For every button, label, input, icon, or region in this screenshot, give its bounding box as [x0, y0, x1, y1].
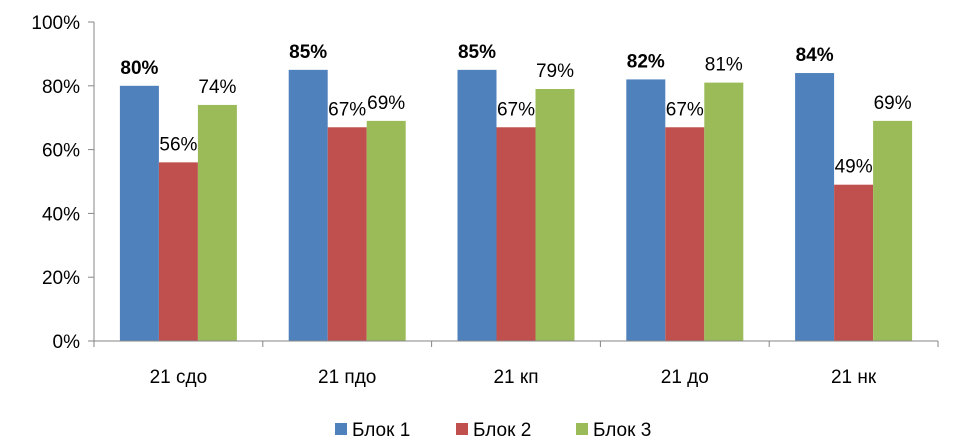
data-label: 85%: [458, 42, 496, 63]
legend-label: Блок 2: [473, 420, 531, 441]
legend: Блок 1 Блок 2 Блок 3: [335, 420, 651, 441]
data-label: 80%: [120, 58, 158, 79]
bar-series1-3: [457, 69, 497, 341]
legend-swatch: [576, 423, 588, 435]
legend-swatch: [456, 423, 468, 435]
bar-series2-5: [834, 184, 874, 341]
data-label: 74%: [198, 77, 236, 98]
data-label: 69%: [367, 93, 405, 114]
bar-series1-4: [626, 79, 666, 342]
bar-series3-4: [704, 82, 744, 342]
data-label: 49%: [835, 157, 873, 178]
bar-series2-3: [496, 127, 536, 342]
y-tick-label: 60%: [42, 141, 80, 162]
legend-label: Блок 1: [352, 420, 410, 441]
y-tick-label: 20%: [42, 268, 80, 289]
data-label: 56%: [159, 134, 197, 155]
data-label: 85%: [289, 42, 327, 63]
bar-series2-4: [665, 127, 705, 342]
y-tick-label: 0%: [53, 332, 81, 353]
bar-series3-5: [873, 120, 913, 341]
y-tick-label: 40%: [42, 204, 80, 225]
data-label: 81%: [705, 55, 743, 76]
data-label: 67%: [328, 99, 366, 120]
axes-layer: 0% 20% 40% 60% 80% 100% 21 сдо 21 пдо 21 кп 21 до…: [31, 13, 939, 388]
data-label: 79%: [536, 61, 574, 82]
data-label: 67%: [497, 99, 535, 120]
data-label: 82%: [627, 51, 665, 72]
bar-series3-1: [197, 104, 237, 341]
bar-series1-2: [288, 69, 328, 341]
data-labels-layer: 80% 85% 85% 82% 84% 56% 67% 67% 67% 49% 74% 69% 79% 8…: [120, 42, 911, 178]
legend-swatch: [335, 423, 347, 435]
x-tick-label: 21 нк: [831, 367, 877, 388]
data-label: 69%: [874, 93, 912, 114]
bar-series3-3: [535, 88, 575, 342]
x-tick-label: 21 пдо: [318, 367, 376, 388]
y-tick-label: 100%: [31, 13, 80, 34]
legend-label: Блок 3: [593, 420, 651, 441]
bar-series2-2: [327, 127, 367, 342]
bar-series3-2: [366, 120, 406, 341]
bars-layer: [119, 69, 913, 342]
bar-series1-5: [795, 73, 835, 341]
x-tick-label: 21 сдо: [150, 367, 208, 388]
x-tick-label: 21 до: [661, 367, 709, 388]
y-tick-label: 80%: [42, 77, 80, 98]
data-label: 84%: [796, 45, 834, 66]
x-tick-label: 21 кп: [493, 367, 538, 388]
data-label: 67%: [666, 99, 704, 120]
bar-series2-1: [158, 162, 198, 341]
bar-series1-1: [119, 85, 159, 341]
